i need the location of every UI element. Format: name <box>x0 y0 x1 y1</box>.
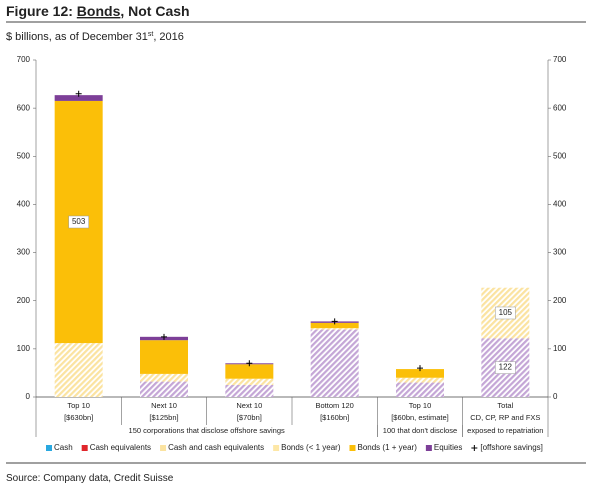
bar-segment <box>310 328 359 330</box>
y2-tick-label: 200 <box>553 296 567 305</box>
offshore-marker <box>417 365 423 372</box>
y2-tick-label: 300 <box>553 248 567 257</box>
x-tick-label: Next 10 <box>151 401 177 410</box>
legend-label: Cash and cash equivalents <box>168 443 264 452</box>
legend-label: Cash equivalents <box>90 443 151 452</box>
offshore-marker <box>246 360 253 367</box>
bar-segment <box>54 95 103 101</box>
y2-tick-label: 400 <box>553 200 567 209</box>
y2-tick-label: 100 <box>553 344 567 353</box>
y-tick-label: 500 <box>17 151 31 160</box>
x-tick-label: [$160bn] <box>320 413 349 422</box>
y-tick-label: 100 <box>17 344 31 353</box>
bar-segment <box>225 384 274 397</box>
group-label: 150 corporations that disclose offshore … <box>129 426 285 435</box>
y-tick-label: 600 <box>17 103 31 112</box>
offshore-marker <box>75 90 82 97</box>
chart-subtitle: $ billions, as of December 31st, 2016 <box>6 31 184 43</box>
data-label: 503 <box>72 217 86 226</box>
x-tick-label: [$70bn] <box>237 413 262 422</box>
data-label: 105 <box>499 308 513 317</box>
bar-segment <box>310 322 359 329</box>
legend-swatch <box>160 445 167 451</box>
x-tick-label: CD, CP, RP and FXS <box>470 413 540 422</box>
bar-segment <box>225 378 274 385</box>
y-tick-label: 300 <box>17 248 31 257</box>
y2-tick-label: 600 <box>553 103 567 112</box>
y-tick-label: 700 <box>17 55 31 64</box>
legend-swatch <box>81 445 88 451</box>
bar-segment <box>396 377 444 383</box>
legend-swatch <box>273 445 280 451</box>
x-tick-label: Top 10 <box>67 401 90 410</box>
legend-label: Bonds (1 + year) <box>358 443 418 452</box>
y2-tick-label: 700 <box>553 55 567 64</box>
bar-segment <box>396 369 444 378</box>
data-label-box <box>68 215 89 229</box>
group-label: 100 that don't disclose <box>383 426 457 435</box>
y-tick-label: 200 <box>17 296 31 305</box>
offshore-marker <box>161 333 167 340</box>
legend-swatch <box>425 445 432 451</box>
y-tick-label: 0 <box>26 392 31 401</box>
bar-segment <box>225 364 274 379</box>
bar-segment <box>140 340 188 374</box>
legend-swatch <box>46 445 52 451</box>
data-label-box <box>495 306 516 320</box>
x-tick-label: [$60bn, estimate] <box>391 413 449 422</box>
x-tick-label: Top 10 <box>409 401 432 410</box>
data-label-box <box>495 361 516 374</box>
legend-label: [offshore savings] <box>480 443 543 452</box>
legend-label: Equities <box>434 443 462 452</box>
legend-label: Cash <box>54 443 73 452</box>
x-tick-label: [$125bn] <box>149 413 178 422</box>
y2-tick-label: 0 <box>553 392 558 401</box>
y-tick-label: 400 <box>17 200 31 209</box>
legend-label: Bonds (< 1 year) <box>281 443 341 452</box>
bar-segment <box>54 343 103 397</box>
legend-marker <box>471 445 478 451</box>
x-tick-label: Bottom 120 <box>315 401 353 410</box>
group-label: exposed to repatriation <box>467 426 543 435</box>
bar-segment <box>310 329 359 397</box>
offshore-marker <box>331 318 338 325</box>
y2-tick-label: 500 <box>553 151 567 160</box>
bar-segment <box>140 381 188 397</box>
bar-segment <box>140 373 188 382</box>
bar-segment <box>396 382 444 397</box>
x-tick-label: Total <box>497 401 513 410</box>
chart-title: Figure 12: Bonds, Not Cash <box>6 3 190 19</box>
x-tick-label: [$630bn] <box>64 413 93 422</box>
x-tick-label: Next 10 <box>236 401 262 410</box>
data-label: 122 <box>499 363 513 372</box>
legend-swatch <box>349 445 356 451</box>
source: Source: Company data, Credit Suisse <box>6 473 174 484</box>
